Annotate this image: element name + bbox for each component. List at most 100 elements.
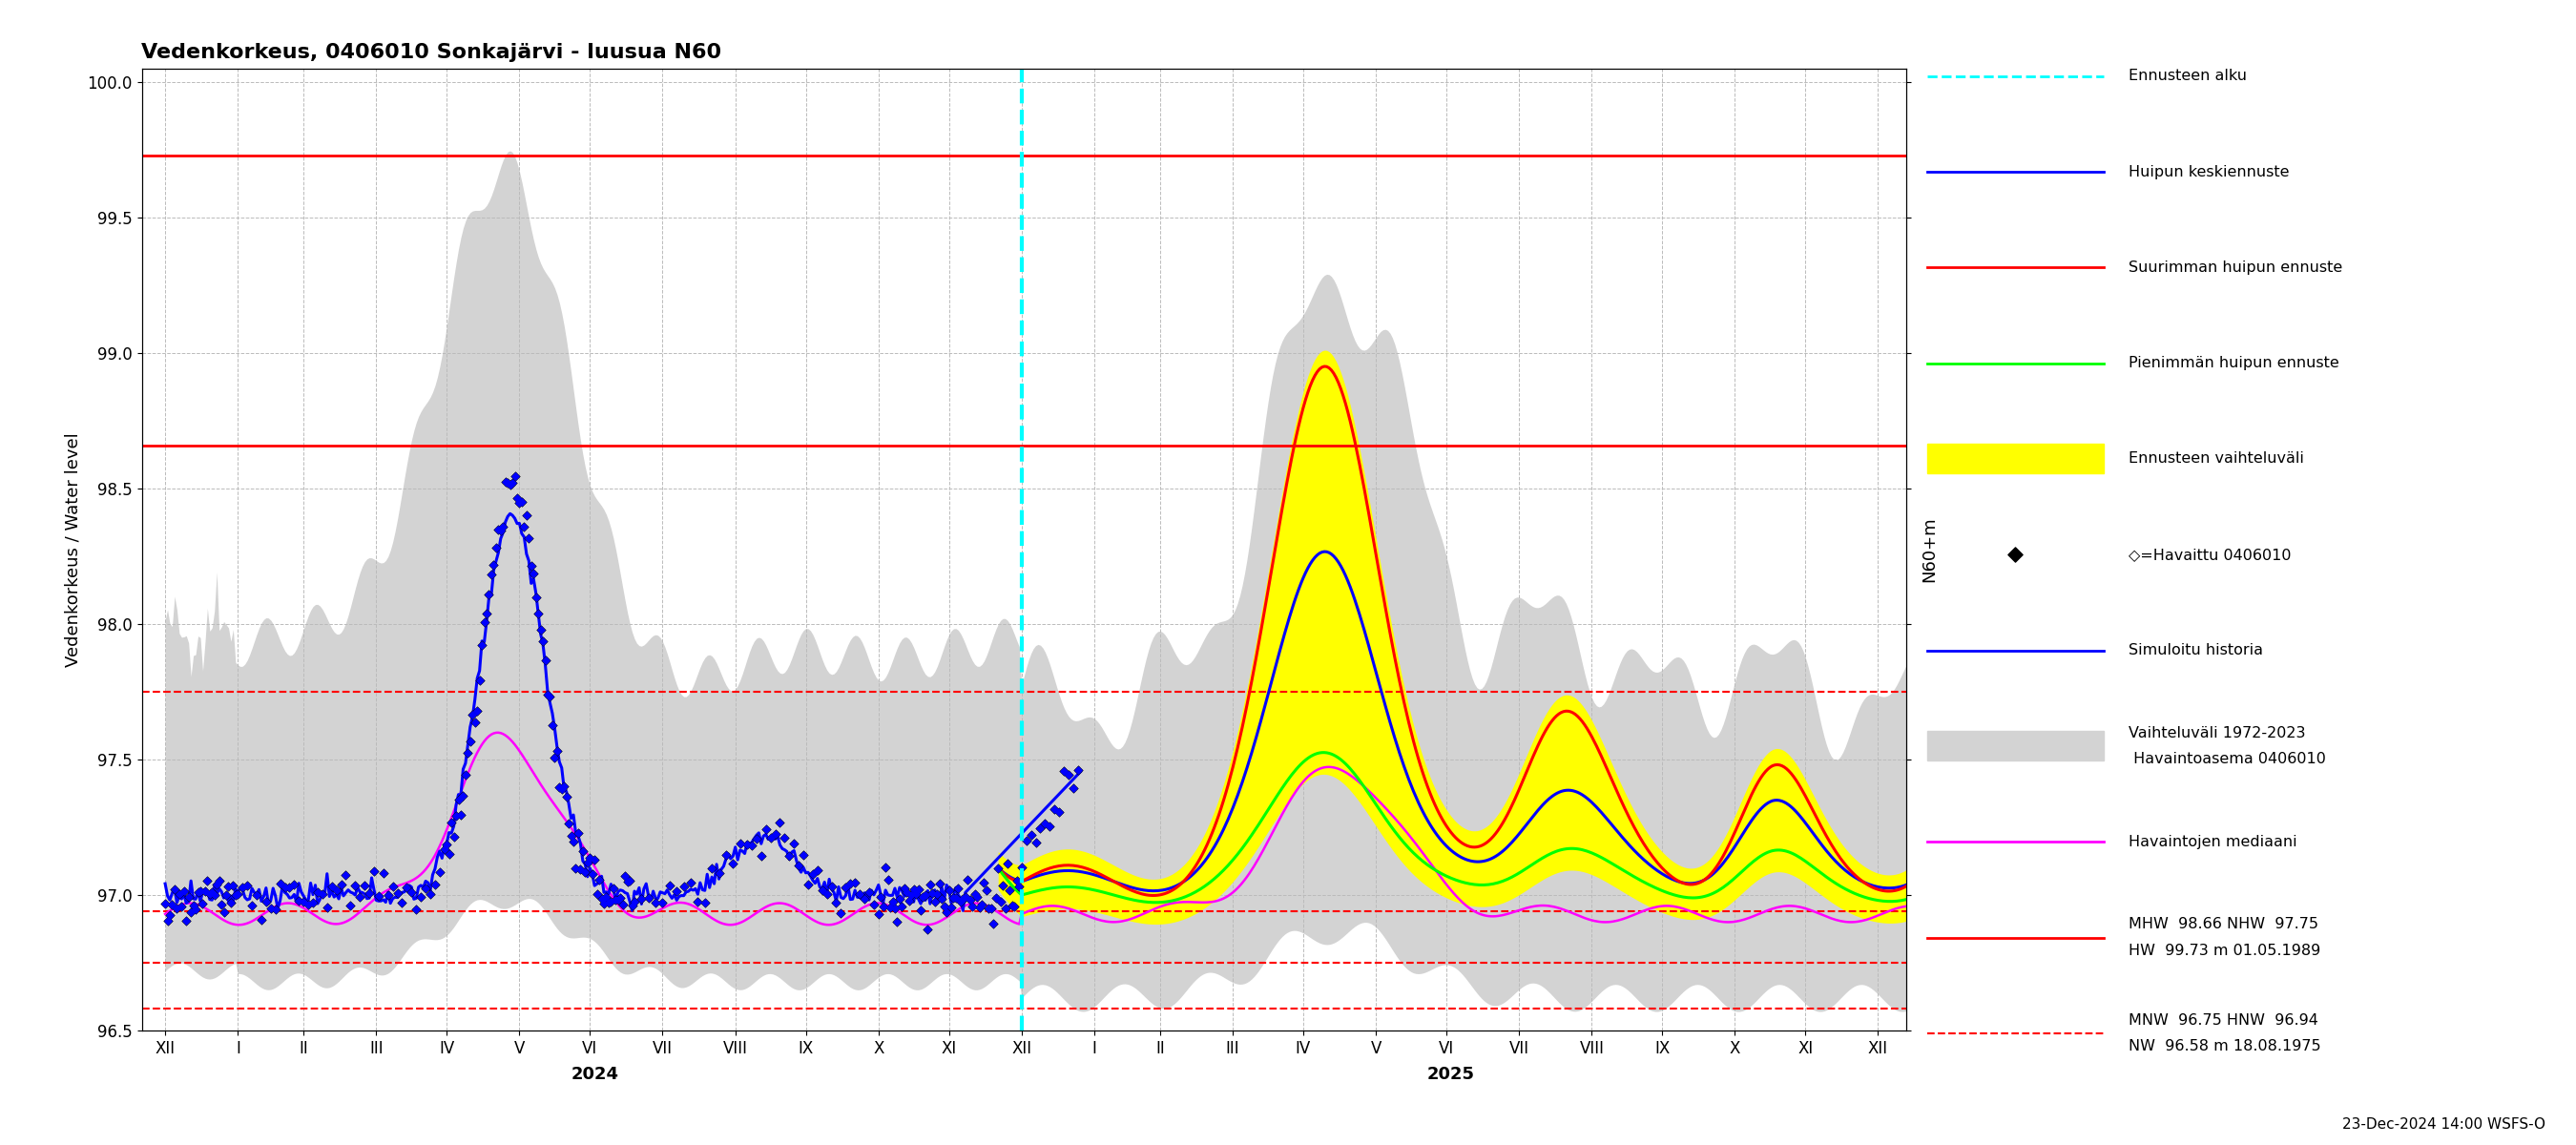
Point xyxy=(497,489,538,507)
Point xyxy=(662,877,703,895)
Point xyxy=(330,897,371,915)
Point xyxy=(1048,765,1090,783)
Point xyxy=(183,894,224,913)
Point xyxy=(768,847,809,866)
Point xyxy=(474,556,515,575)
Point xyxy=(984,900,1025,918)
Point xyxy=(562,842,603,860)
Point xyxy=(866,859,907,877)
Point xyxy=(549,814,590,832)
Point xyxy=(451,705,492,724)
Point xyxy=(719,835,760,853)
Point xyxy=(453,713,495,732)
Point xyxy=(600,890,641,908)
Point xyxy=(744,820,786,838)
Point xyxy=(1010,826,1051,844)
Point xyxy=(536,742,577,760)
Point xyxy=(345,876,386,894)
Point xyxy=(739,847,781,866)
Point xyxy=(520,621,562,639)
Point xyxy=(817,894,858,913)
Point xyxy=(541,780,582,798)
Point xyxy=(204,902,245,921)
Point xyxy=(265,878,307,897)
Point xyxy=(198,871,240,890)
Point xyxy=(824,878,866,897)
Point xyxy=(404,879,446,898)
Point xyxy=(889,891,930,909)
Point xyxy=(595,891,636,909)
Point xyxy=(582,890,623,908)
Point xyxy=(291,894,332,913)
Point xyxy=(191,883,232,901)
Point xyxy=(634,894,675,913)
Point xyxy=(613,893,654,911)
Point xyxy=(732,837,773,855)
Point xyxy=(451,732,492,750)
Point xyxy=(443,787,484,805)
Text: Suurimman huipun ennuste: Suurimman huipun ennuste xyxy=(2128,260,2342,275)
Text: NW  96.58 m 18.08.1975: NW 96.58 m 18.08.1975 xyxy=(2128,1040,2321,1053)
Point xyxy=(590,893,631,911)
Point xyxy=(152,895,193,914)
Point xyxy=(502,492,544,511)
Point xyxy=(245,893,286,911)
Point xyxy=(662,877,703,895)
Point xyxy=(397,900,438,918)
Text: ◇=Havaittu 0406010: ◇=Havaittu 0406010 xyxy=(2128,547,2293,562)
Point xyxy=(474,556,515,575)
Point xyxy=(157,900,198,918)
Point xyxy=(894,879,935,898)
Point xyxy=(580,871,621,890)
Point xyxy=(559,861,600,879)
Point xyxy=(886,883,927,901)
Point xyxy=(477,539,518,558)
Point xyxy=(348,884,389,902)
Point xyxy=(992,897,1033,915)
Point xyxy=(811,877,853,895)
Point xyxy=(1002,859,1043,877)
Point xyxy=(677,892,719,910)
Point xyxy=(840,885,881,903)
Point xyxy=(240,910,281,929)
Point xyxy=(201,895,242,914)
Point xyxy=(456,702,497,720)
Point xyxy=(204,902,245,921)
Point xyxy=(641,893,683,911)
Point xyxy=(922,890,963,908)
Point xyxy=(574,851,616,869)
Point xyxy=(549,814,590,832)
Point xyxy=(811,877,853,895)
Point xyxy=(330,897,371,915)
Point xyxy=(353,862,394,881)
Point xyxy=(433,828,474,846)
Point xyxy=(860,889,902,907)
Point xyxy=(783,845,824,863)
Point xyxy=(183,894,224,913)
Point xyxy=(963,874,1005,892)
Point xyxy=(899,881,940,899)
Point xyxy=(180,882,222,900)
Point xyxy=(914,893,956,911)
Point xyxy=(170,902,211,921)
Point xyxy=(582,894,623,913)
Point xyxy=(353,862,394,881)
Point xyxy=(976,860,1018,878)
Point xyxy=(783,845,824,863)
Point xyxy=(415,875,456,893)
Point xyxy=(268,878,309,897)
Point xyxy=(971,899,1012,917)
Point xyxy=(510,556,551,575)
Point xyxy=(425,840,466,859)
Point xyxy=(641,893,683,911)
Point xyxy=(948,870,989,889)
Point xyxy=(562,842,603,860)
Point xyxy=(510,556,551,575)
Point xyxy=(796,861,837,879)
Point xyxy=(1010,826,1051,844)
Point xyxy=(1054,779,1095,797)
Point xyxy=(482,518,523,536)
Point xyxy=(760,813,801,831)
Point xyxy=(147,911,188,930)
Point xyxy=(544,777,585,796)
